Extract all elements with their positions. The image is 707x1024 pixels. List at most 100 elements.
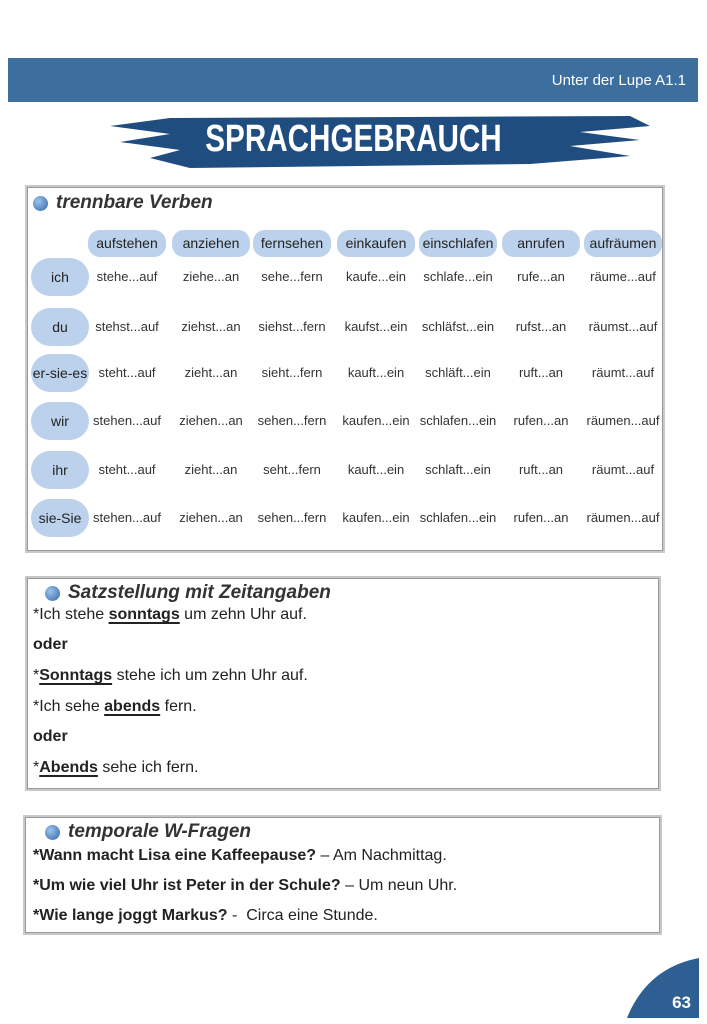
header-bar: Unter der Lupe A1.1: [8, 58, 698, 102]
verb-form: räumt...auf: [591, 365, 655, 380]
section-title: trennbare Verben: [33, 192, 213, 214]
question-line: *Wie lange joggt Markus? - Circa eine St…: [33, 907, 378, 925]
sentence: *Abends sehe ich fern.: [33, 759, 198, 777]
question-line: *Um wie viel Uhr ist Peter in der Schule…: [33, 877, 457, 895]
verb-form: rufe...an: [517, 269, 565, 284]
verb-form: steht...auf: [98, 365, 156, 380]
questions-box: [23, 815, 662, 935]
pronoun: ich: [31, 258, 89, 296]
text: *Ich stehe: [33, 606, 109, 623]
question: *Wann macht Lisa eine Kaffeepause?: [33, 847, 317, 864]
verb-form: zieht...an: [184, 462, 238, 477]
sentence: *Sonntags stehe ich um zehn Uhr auf.: [33, 667, 308, 685]
verb-form: ziehen...an: [179, 510, 243, 525]
verb-form: ziehst...an: [181, 319, 241, 334]
verb-form: schlaft...ein: [425, 462, 491, 477]
verb-form: sehen...fern: [257, 510, 327, 525]
verb-form: ruft...an: [518, 365, 564, 380]
verb-form: seht...fern: [263, 462, 321, 477]
answer: - Circa eine Stunde.: [227, 907, 378, 924]
verb-form: stehst...auf: [95, 319, 159, 334]
verb-form: kaufen...ein: [342, 413, 410, 428]
word-order-box: [25, 576, 661, 791]
page-corner: [627, 958, 699, 1018]
verb-form: stehe...auf: [96, 269, 158, 284]
brush-stroke: [110, 116, 650, 168]
verb-form: räume...auf: [590, 269, 656, 284]
answer: – Um neun Uhr.: [340, 877, 458, 894]
verb-form: rufen...an: [513, 510, 569, 525]
verb-form: kauft...ein: [347, 365, 405, 380]
verb-form: schlafe...ein: [423, 269, 493, 284]
verb-form: rufst...an: [515, 319, 567, 334]
sentence: *Ich stehe sonntags um zehn Uhr auf.: [33, 606, 307, 624]
underlined-word: Abends: [39, 759, 98, 776]
verb-form: räumen...auf: [586, 510, 660, 525]
text: sehe ich fern.: [97, 759, 199, 776]
verb-header: anziehen: [172, 230, 250, 257]
text: *: [33, 667, 40, 684]
verb-form: schlafen...ein: [419, 413, 497, 428]
bold-word: oder: [33, 636, 68, 653]
verb-form: räumen...auf: [586, 413, 660, 428]
verb-form: räumst...auf: [588, 319, 658, 334]
question-line: *Wann macht Lisa eine Kaffeepause? – Am …: [33, 847, 447, 865]
verb-form: siehst...fern: [258, 319, 326, 334]
pronoun: ihr: [31, 451, 89, 489]
verb-form: kaufe...ein: [346, 269, 406, 284]
verb-form: räumt...auf: [591, 462, 655, 477]
verb-form: ziehen...an: [179, 413, 243, 428]
verb-form: steht...auf: [98, 462, 156, 477]
verb-header: anrufen: [502, 230, 580, 257]
verb-form: schläft...ein: [425, 365, 491, 380]
sentence: oder: [33, 728, 68, 746]
page-number: 63: [672, 993, 691, 1012]
text: fern.: [160, 698, 197, 715]
sentence: *Ich sehe abends fern.: [33, 698, 197, 716]
verb-form: sehe...fern: [261, 269, 323, 284]
verb-form: zieht...an: [184, 365, 238, 380]
pronoun: sie-Sie: [31, 499, 89, 537]
section-title: temporale W-Fragen: [45, 821, 251, 843]
section-title-text: temporale W-Fragen: [68, 821, 251, 842]
page-title: SPRACHGEBRAUCH: [205, 118, 502, 160]
text: stehe ich um zehn Uhr auf.: [112, 667, 308, 684]
underlined-word: Sonntags: [39, 667, 113, 684]
pronoun: wir: [31, 402, 89, 440]
verb-form: kaufst...ein: [344, 319, 408, 334]
section-title: Satzstellung mit Zeitangaben: [45, 582, 331, 604]
verb-form: kaufen...ein: [342, 510, 410, 525]
bold-word: oder: [33, 728, 68, 745]
verb-header: einkaufen: [337, 230, 415, 257]
verb-form: stehen...auf: [93, 510, 161, 525]
text: *Ich sehe: [33, 698, 105, 715]
verb-form: stehen...auf: [93, 413, 161, 428]
verb-header: einschlafen: [419, 230, 497, 257]
verb-form: schläfst...ein: [421, 319, 495, 334]
verbs-box: [25, 185, 665, 553]
verb-form: kauft...ein: [347, 462, 405, 477]
verb-form: ruft...an: [518, 462, 564, 477]
question: *Um wie viel Uhr ist Peter in der Schule…: [33, 877, 341, 894]
pronoun: er-sie-es: [31, 354, 89, 392]
verb-form: sieht...fern: [261, 365, 323, 380]
verb-header: fernsehen: [253, 230, 331, 257]
header-label: Unter der Lupe A1.1: [551, 72, 686, 89]
sentence: oder: [33, 636, 68, 654]
answer: – Am Nachmittag.: [316, 847, 447, 864]
underlined-word: abends: [104, 698, 161, 715]
pronoun: du: [31, 308, 89, 346]
verb-header: aufstehen: [88, 230, 166, 257]
text: um zehn Uhr auf.: [179, 606, 307, 623]
section-title-text: trennbare Verben: [56, 192, 213, 213]
verb-form: rufen...an: [513, 413, 569, 428]
underlined-word: sonntags: [108, 606, 180, 623]
question: *Wie lange joggt Markus?: [33, 907, 228, 924]
verb-header: aufräumen: [584, 230, 662, 257]
verb-form: sehen...fern: [257, 413, 327, 428]
section-title-text: Satzstellung mit Zeitangaben: [68, 582, 331, 603]
verb-form: schlafen...ein: [419, 510, 497, 525]
verb-form: ziehe...an: [182, 269, 240, 284]
text: *: [33, 759, 40, 776]
